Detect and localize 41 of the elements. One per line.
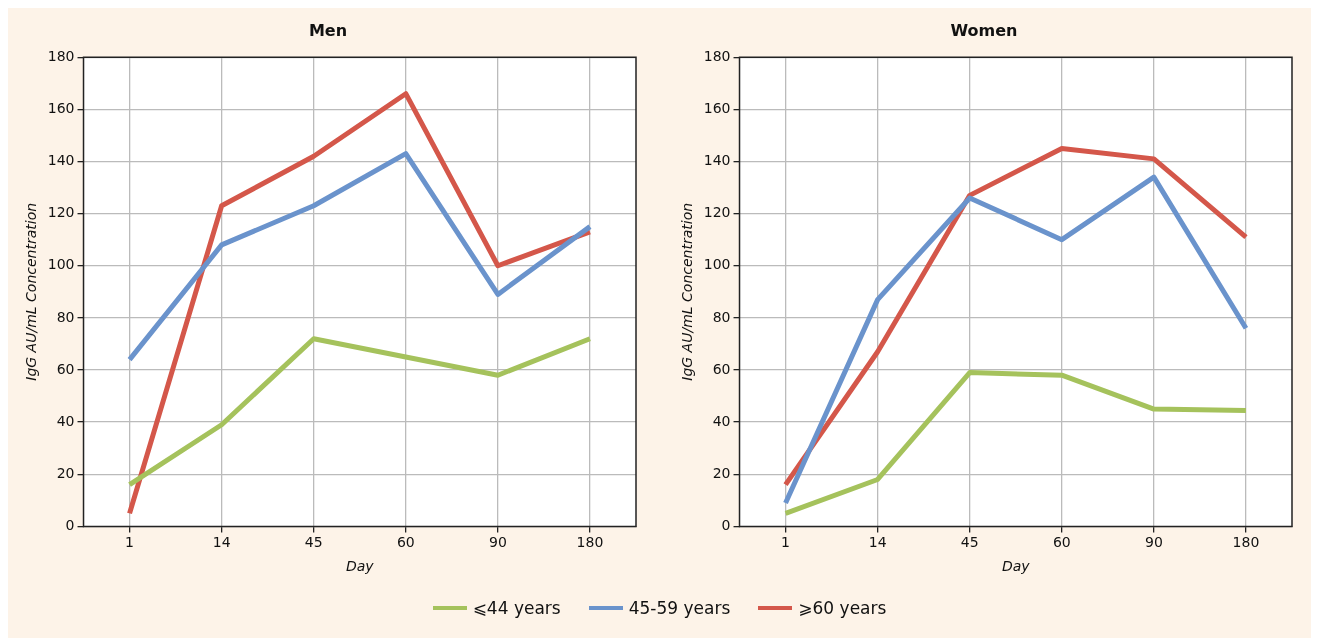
y-axis-title: IgG AU/mL Concentration (23, 202, 40, 381)
x-tick-label: 180 (1232, 534, 1260, 551)
x-tick-label: 90 (488, 534, 507, 551)
legend-label: 45-59 years (628, 598, 731, 618)
y-tick-label: 40 (712, 412, 731, 429)
y-tick-label: 160 (47, 99, 75, 116)
y-tick-label: 120 (47, 204, 75, 221)
y-tick-label: 140 (703, 152, 731, 169)
y-tick-label: 20 (712, 464, 731, 481)
y-tick-label: 60 (712, 360, 731, 377)
x-tick-label: 1 (781, 534, 791, 551)
x-axis-title: Day (345, 558, 375, 575)
x-tick-label: 180 (576, 534, 604, 551)
x-tick-label: 60 (396, 534, 415, 551)
y-tick-label: 180 (703, 47, 731, 64)
y-tick-label: 60 (56, 360, 75, 377)
y-tick-label: 120 (703, 204, 731, 221)
x-tick-label: 1 (125, 534, 135, 551)
legend-label: ⩾60 years (798, 598, 887, 618)
y-tick-label: 20 (56, 464, 75, 481)
x-tick-label: 60 (1052, 534, 1071, 551)
y-tick-label: 180 (47, 47, 75, 64)
y-tick-label: 40 (56, 412, 75, 429)
y-tick-label: 140 (47, 152, 75, 169)
y-tick-label: 80 (712, 308, 731, 325)
x-tick-label: 90 (1144, 534, 1163, 551)
x-tick-label: 14 (212, 534, 231, 551)
y-tick-label: 80 (56, 308, 75, 325)
y-tick-label: 160 (703, 99, 731, 116)
x-axis-title: Day (1001, 558, 1031, 575)
x-tick-label: 45 (304, 534, 323, 551)
y-tick-label: 0 (721, 517, 731, 534)
y-tick-label: 100 (703, 256, 731, 273)
y-axis-title: IgG AU/mL Concentration (679, 202, 696, 381)
y-tick-label: 100 (47, 256, 75, 273)
x-tick-label: 45 (960, 534, 979, 551)
x-tick-label: 14 (868, 534, 887, 551)
chart-title: Women (950, 20, 1018, 40)
legend-label: ⩽44 years (472, 598, 561, 618)
y-tick-label: 0 (65, 517, 75, 534)
chart-title: Men (308, 20, 348, 40)
